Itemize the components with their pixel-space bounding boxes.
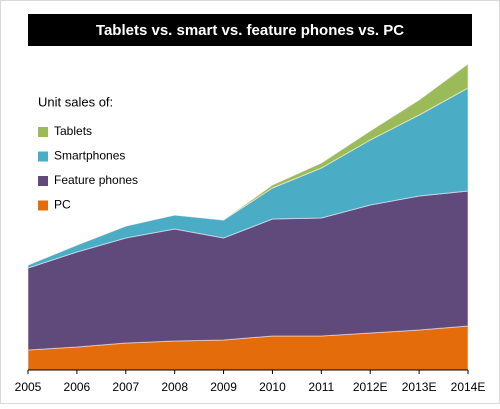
x-tick-label: 2014E xyxy=(451,380,486,394)
x-tick-label: 2007 xyxy=(112,380,139,394)
title-box xyxy=(28,14,472,46)
x-tick-label: 2009 xyxy=(210,380,237,394)
x-tick-label: 2005 xyxy=(15,380,42,394)
x-tick-label: 2006 xyxy=(64,380,91,394)
x-tick-label: 2011 xyxy=(308,380,334,394)
x-tick-label: 2010 xyxy=(259,380,286,394)
legend-label: Tablets xyxy=(54,124,92,138)
area xyxy=(27,63,469,266)
legend-title: Unit sales of: xyxy=(38,94,113,109)
legend-label: PC xyxy=(54,198,71,212)
legend-swatch xyxy=(38,127,48,137)
legend-swatch xyxy=(38,200,48,211)
x-tick-label: 2008 xyxy=(161,380,188,394)
chart-title: Tablets vs. smart vs. feature phones vs.… xyxy=(96,22,404,39)
x-tick-label: 2012E xyxy=(353,380,388,394)
legend-swatch xyxy=(38,176,48,186)
x-tick-label: 2013E xyxy=(402,380,437,394)
legend-label: Feature phones xyxy=(54,173,138,187)
legend-swatch xyxy=(38,151,48,162)
legend-label: Smartphones xyxy=(54,149,125,163)
